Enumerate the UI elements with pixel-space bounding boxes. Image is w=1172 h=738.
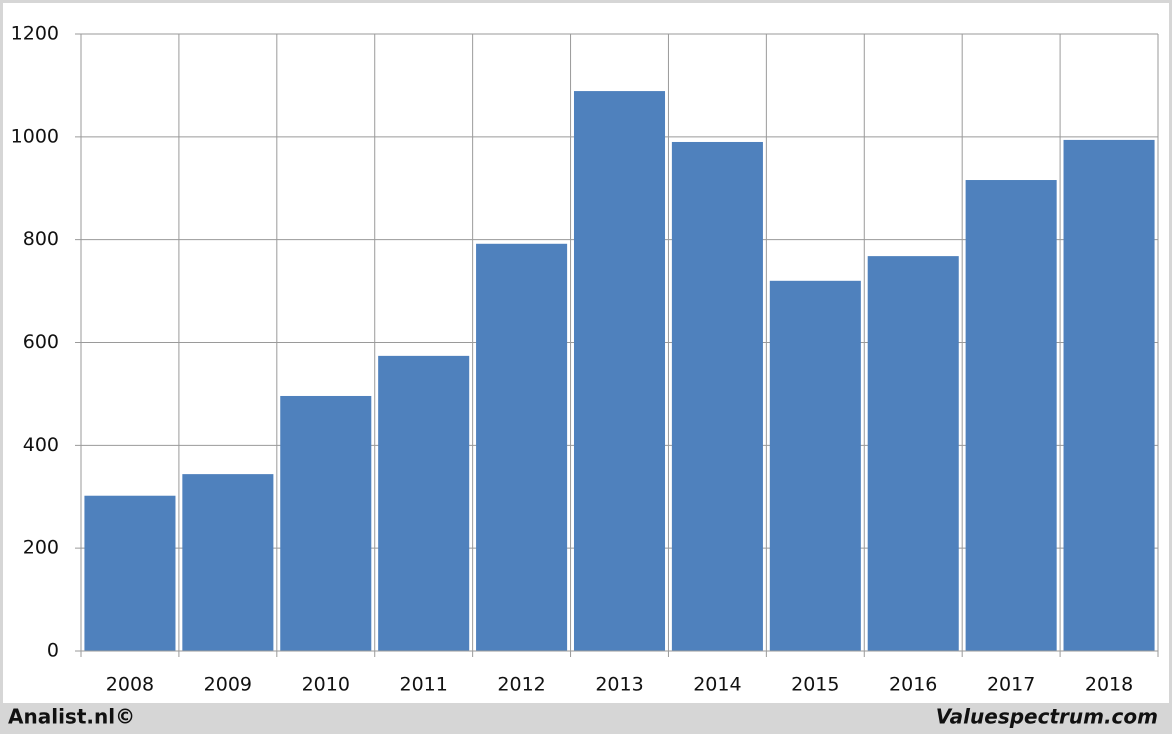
x-tick-label: 2015 <box>791 674 839 696</box>
y-tick-label: 1200 <box>11 23 59 45</box>
bar <box>84 495 176 651</box>
x-tick-label: 2017 <box>987 674 1035 696</box>
bar <box>280 395 372 651</box>
x-tick-label: 2012 <box>497 674 545 696</box>
x-tick-label: 2008 <box>106 674 154 696</box>
y-tick-label: 400 <box>23 434 59 456</box>
y-tick-label: 200 <box>23 537 59 559</box>
x-tick-label: 2010 <box>302 674 350 696</box>
bar <box>573 91 666 651</box>
bar <box>769 280 861 651</box>
bar <box>965 180 1057 652</box>
footer-left: Analist.nl© <box>8 705 135 729</box>
y-tick-label: 1000 <box>11 125 59 147</box>
x-tick-label: 2009 <box>204 674 252 696</box>
x-tick-label: 2016 <box>889 674 937 696</box>
x-tick-label: 2013 <box>595 674 643 696</box>
bar <box>867 256 959 651</box>
x-tick-label: 2014 <box>693 674 741 696</box>
x-tick-label: 2018 <box>1085 674 1133 696</box>
y-tick-label: 0 <box>47 640 59 662</box>
bar <box>182 474 274 651</box>
bar <box>1063 139 1155 651</box>
x-tick-label: 2011 <box>400 674 448 696</box>
y-tick-label: 800 <box>23 228 59 250</box>
footer-right: Valuespectrum.com <box>936 705 1158 729</box>
bar <box>671 141 763 651</box>
y-tick-label: 600 <box>23 331 59 353</box>
bar <box>378 355 470 651</box>
bar <box>476 243 568 651</box>
